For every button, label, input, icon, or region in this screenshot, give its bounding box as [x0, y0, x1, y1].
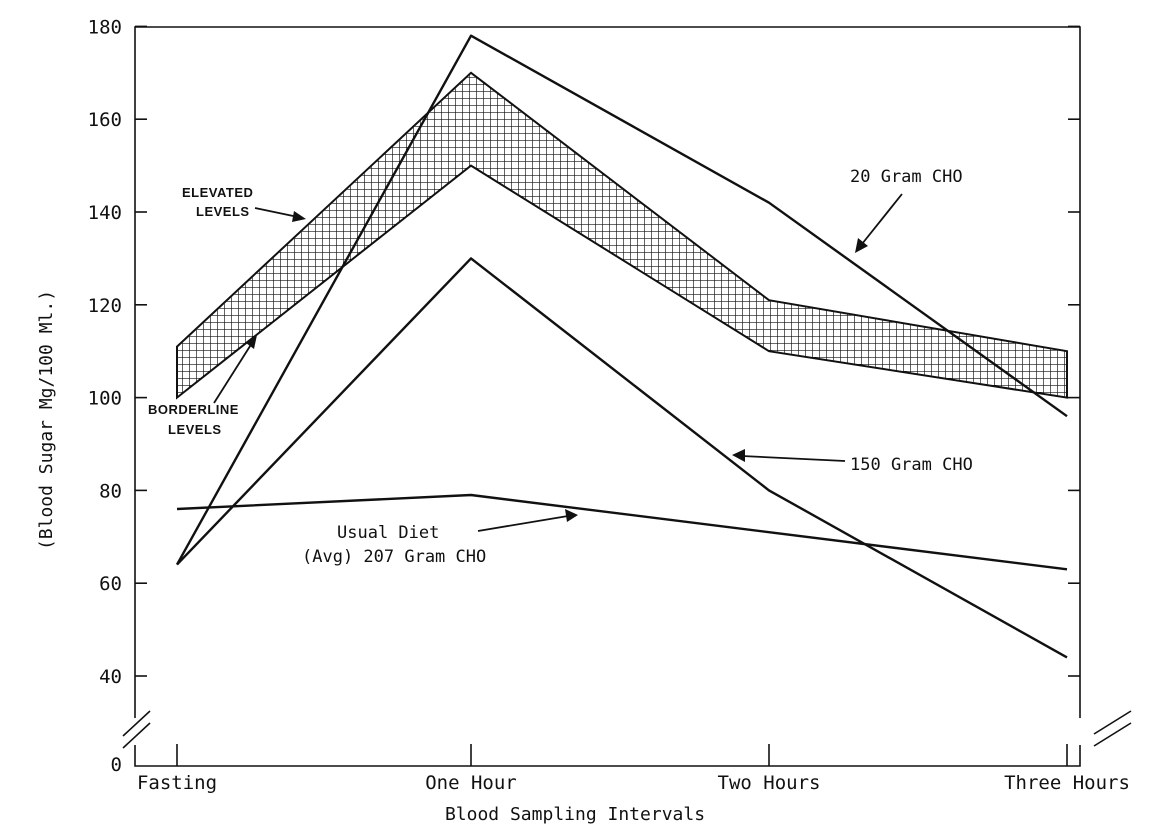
series-line-usual-diet	[176, 493, 1068, 571]
y-axis-title: (Blood Sugar Mg/100 Ml.)	[36, 290, 57, 550]
x-tick-label-two-hours: Two Hours	[718, 772, 821, 794]
label-usual-diet-line1: Usual Diet	[337, 523, 439, 543]
borderline-levels-label-line2: LEVELS	[168, 422, 222, 437]
borderline-levels-label-line1: BORDERLINE	[148, 402, 239, 417]
elevated-levels-arrow	[254, 207, 299, 218]
elevated-borderline-band	[176, 71, 1068, 400]
arrowhead-usual-diet	[565, 509, 578, 522]
y-tick-label-180: 180	[88, 16, 122, 38]
y-tick-label-100: 100	[88, 388, 122, 410]
x-tick-label-one-hour: One Hour	[425, 772, 517, 794]
y-tick-label-120: 120	[88, 295, 122, 317]
y-tick-label-80: 80	[99, 480, 122, 502]
y-tick-label-160: 160	[88, 109, 122, 131]
y-tick-label-140: 140	[88, 202, 122, 224]
x-axis: Fasting One Hour Two Hours Three Hours	[137, 744, 1130, 794]
elevated-levels-arrowhead	[292, 211, 306, 222]
elevated-levels-label-line1: ELEVATED	[182, 185, 253, 200]
y-tick-label-60: 60	[99, 573, 122, 595]
y-tick-label-40: 40	[99, 666, 122, 688]
x-axis-title: Blood Sampling Intervals	[445, 804, 705, 825]
elevated-levels-label-line2: LEVELS	[196, 204, 250, 219]
borderline-levels-arrowhead	[246, 335, 257, 349]
arrow-usual-diet	[477, 515, 569, 532]
label-usual-diet-line2: (Avg) 207 Gram CHO	[302, 547, 486, 567]
axis-break-right	[1093, 710, 1132, 747]
x-tick-label-three-hours: Three Hours	[1004, 772, 1130, 794]
arrowhead-20-gram-cho	[855, 238, 868, 253]
x-tick-label-fasting: Fasting	[137, 772, 217, 794]
arrow-20-gram-cho	[861, 193, 903, 245]
label-20-gram-cho: 20 Gram CHO	[850, 167, 963, 187]
label-150-gram-cho: 150 Gram CHO	[850, 455, 973, 475]
borderline-levels-arrow	[213, 342, 253, 404]
plot-frame	[134, 26, 1081, 767]
series-line-150-gram-cho	[176, 257, 1068, 659]
y-tick-label-0: 0	[111, 754, 122, 776]
axis-break-left	[122, 710, 151, 749]
arrow-150-gram-cho	[741, 455, 846, 462]
series-line-20-gram-cho	[175, 34, 1068, 566]
arrowhead-150-gram-cho	[732, 449, 745, 462]
y-axis: 0 40 60 80 100 120 140 160 180	[88, 16, 1080, 776]
